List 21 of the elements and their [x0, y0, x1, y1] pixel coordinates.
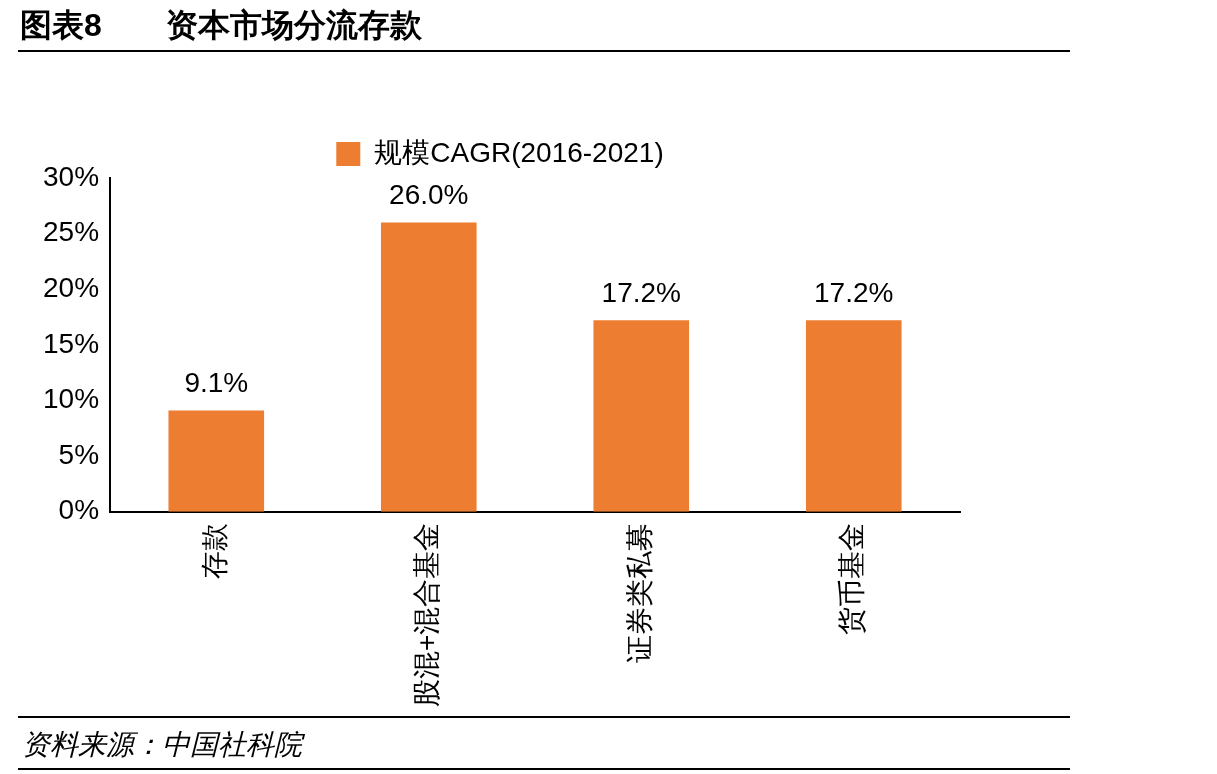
y-tick-label: 0%	[58, 494, 100, 526]
y-tick-label: 25%	[42, 216, 100, 248]
x-tick-label: 存款	[199, 522, 230, 579]
data-label: 9.1%	[184, 367, 249, 399]
data-label: 17.2%	[601, 277, 681, 309]
y-tick-label: 30%	[42, 160, 100, 192]
x-tick-label: 证券类私募	[623, 522, 655, 663]
y-tick-label: 15%	[42, 327, 100, 359]
y-tick-label: 5%	[58, 438, 100, 470]
legend-label: 规模CAGR(2016-2021)	[374, 136, 664, 168]
bar	[168, 410, 265, 512]
y-tick-label: 20%	[42, 271, 100, 303]
bar	[805, 320, 902, 512]
y-tick-label: 10%	[42, 383, 100, 415]
bar	[380, 222, 477, 512]
x-tick-label: 货币基金	[836, 522, 868, 635]
x-tick-label: 股混+混合基金	[411, 522, 443, 708]
data-label: 26.0%	[389, 179, 469, 211]
bar	[593, 320, 690, 512]
data-label: 17.2%	[814, 277, 894, 309]
chart-title: 图表8 资本市场分流存款	[20, 6, 422, 45]
